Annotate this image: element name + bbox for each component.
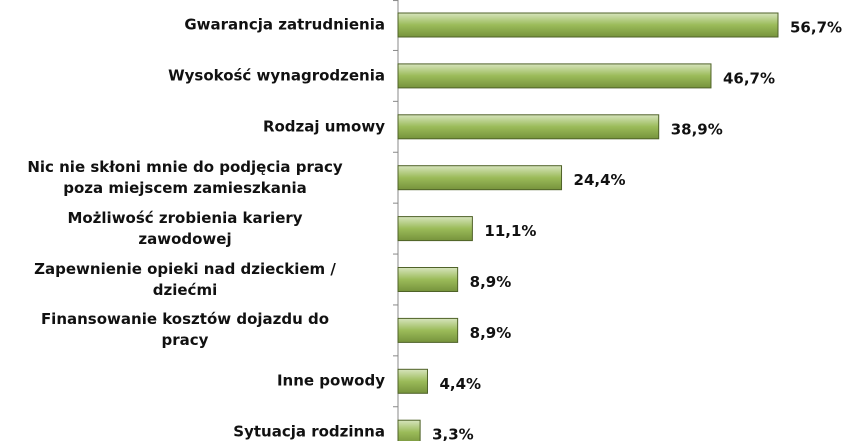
category-label: Finansowanie kosztów dojazdu do pracy	[40, 310, 330, 350]
value-label: 11,1%	[484, 222, 536, 240]
value-label: 8,9%	[470, 273, 512, 291]
category-label: Nic nie skłoni mnie do podjęcia pracy po…	[27, 157, 343, 197]
value-label: 56,7%	[790, 19, 842, 37]
category-label: Zapewnienie opieki nad dzieckiem / dzieć…	[34, 259, 336, 299]
bar	[397, 12, 779, 38]
value-label: 8,9%	[470, 324, 512, 342]
category-label: Rodzaj umowy	[262, 117, 385, 136]
bar	[397, 63, 712, 89]
bar	[397, 368, 428, 394]
category-label: Możliwość zrobienia kariery zawodowej	[67, 208, 303, 248]
bar	[397, 114, 660, 140]
value-label: 3,3%	[432, 426, 474, 441]
value-label: 38,9%	[671, 120, 723, 138]
bar	[397, 165, 563, 191]
value-label: 46,7%	[723, 69, 775, 87]
value-label: 4,4%	[439, 375, 481, 393]
category-label: Inne powody	[276, 371, 385, 390]
bar	[397, 419, 421, 441]
category-label: Gwarancja zatrudnienia	[184, 15, 385, 34]
category-label: Wysokość wynagrodzenia	[168, 66, 385, 85]
value-label: 24,4%	[574, 171, 626, 189]
category-label: Sytuacja rodzinna	[233, 422, 385, 441]
bar	[397, 317, 459, 343]
bar	[397, 216, 473, 242]
bar	[397, 267, 459, 292]
